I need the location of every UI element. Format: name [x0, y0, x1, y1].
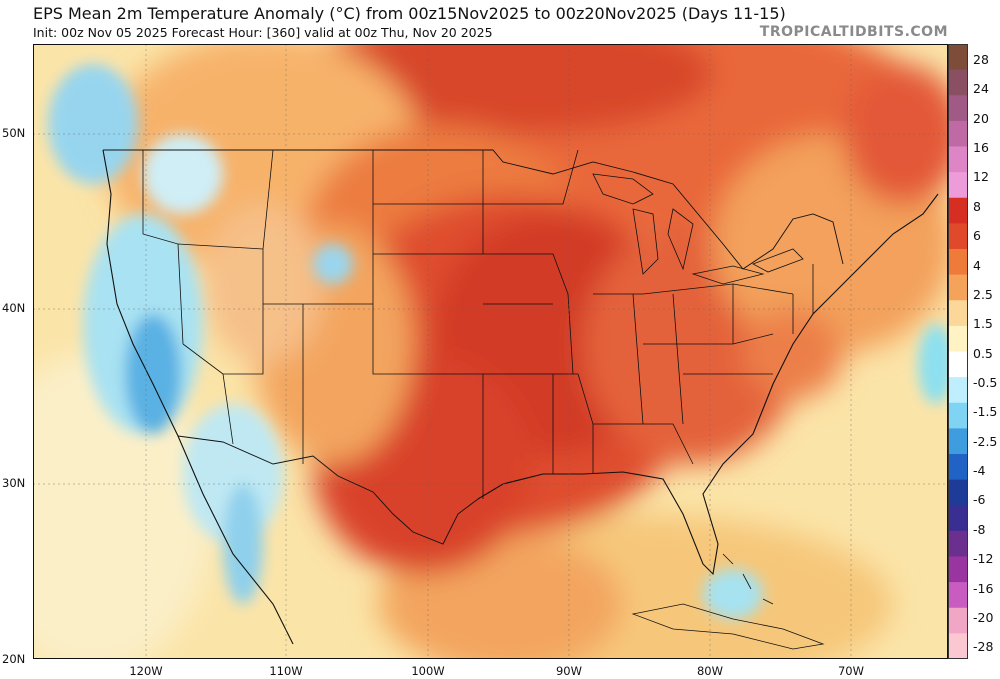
temperature-anomaly-map [33, 44, 948, 659]
colorbar-label: -28 [973, 639, 994, 655]
lat-label-50n: 50N [2, 126, 26, 140]
colorbar-label: 8 [973, 198, 981, 214]
colorbar-label: 12 [973, 169, 989, 185]
colorbar-swatch [948, 402, 968, 429]
colorbar-swatch [948, 479, 968, 506]
colorbar-swatch [948, 274, 968, 301]
lat-label-40n: 40N [2, 301, 26, 315]
colorbar-swatch [948, 454, 968, 481]
map-title: EPS Mean 2m Temperature Anomaly (°C) fro… [33, 4, 786, 23]
colorbar-swatch [948, 505, 968, 532]
lon-label-110w: 110W [269, 664, 303, 678]
colorbar-label: -8 [973, 521, 986, 537]
colorbar-swatch [948, 44, 968, 71]
colorbar-swatch [948, 95, 968, 122]
lon-label-120w: 120W [129, 664, 163, 678]
colorbar-label: 2.5 [973, 286, 993, 302]
colorbar-label: -1.5 [973, 404, 998, 420]
colorbar-label: -0.5 [973, 374, 998, 390]
colorbar-swatch [948, 69, 968, 96]
map-canvas [33, 44, 948, 659]
colorbar-swatch [948, 530, 968, 557]
cold-anomaly-field [48, 64, 948, 619]
boundaries [102, 149, 939, 650]
colorbar-swatch [948, 120, 968, 147]
colorbar-label: 28 [973, 52, 989, 67]
brand-watermark: TROPICALTIDBITS.COM [759, 24, 948, 40]
colorbar-label: -6 [973, 492, 986, 508]
lon-label-70w: 70W [837, 664, 865, 678]
colorbar [948, 44, 968, 659]
lat-label-30n: 30N [2, 476, 26, 490]
colorbar-swatch [948, 607, 968, 634]
lon-label-90w: 90W [555, 664, 583, 678]
lon-label-80w: 80W [696, 664, 724, 678]
colorbar-swatch [948, 325, 968, 352]
colorbar-label: -4 [973, 463, 986, 479]
colorbar-swatch [948, 249, 968, 276]
colorbar-label: 24 [973, 81, 989, 97]
colorbar-label: 16 [973, 140, 989, 156]
lat-label-20n: 20N [2, 652, 26, 666]
colorbar-label: 1.5 [973, 316, 993, 332]
colorbar-label: -20 [973, 609, 994, 625]
colorbar-swatch [948, 428, 968, 455]
lon-label-100w: 100W [411, 664, 445, 678]
colorbar-label: 0.5 [973, 345, 993, 361]
colorbar-swatch [948, 300, 968, 327]
colorbar-swatch [948, 146, 968, 173]
colorbar-label: -12 [973, 551, 994, 567]
colorbar-swatch [948, 556, 968, 583]
colorbar-label: -2.5 [973, 433, 998, 449]
colorbar-swatch [948, 633, 968, 659]
colorbar-swatch [948, 582, 968, 609]
map-subtitle: Init: 00z Nov 05 2025 Forecast Hour: [36… [33, 25, 493, 40]
colorbar-label: 6 [973, 228, 981, 244]
colorbar-swatch [948, 172, 968, 199]
colorbar-label: 4 [973, 257, 981, 273]
colorbar-label: -16 [973, 580, 994, 596]
colorbar-swatch [948, 197, 968, 224]
colorbar-swatch [948, 377, 968, 404]
colorbar-frame [948, 44, 968, 659]
colorbar-swatch [948, 351, 968, 378]
colorbar-label: 20 [973, 110, 989, 126]
map-frame [33, 44, 948, 659]
colorbar-swatch [948, 223, 968, 250]
